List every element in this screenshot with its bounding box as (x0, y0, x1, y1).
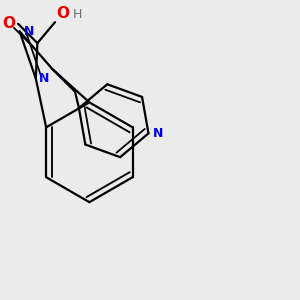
Text: O: O (57, 5, 70, 20)
Text: N: N (153, 127, 164, 140)
Text: H: H (73, 8, 82, 21)
Text: N: N (23, 25, 34, 38)
Text: N: N (39, 72, 50, 85)
Text: O: O (2, 16, 15, 31)
